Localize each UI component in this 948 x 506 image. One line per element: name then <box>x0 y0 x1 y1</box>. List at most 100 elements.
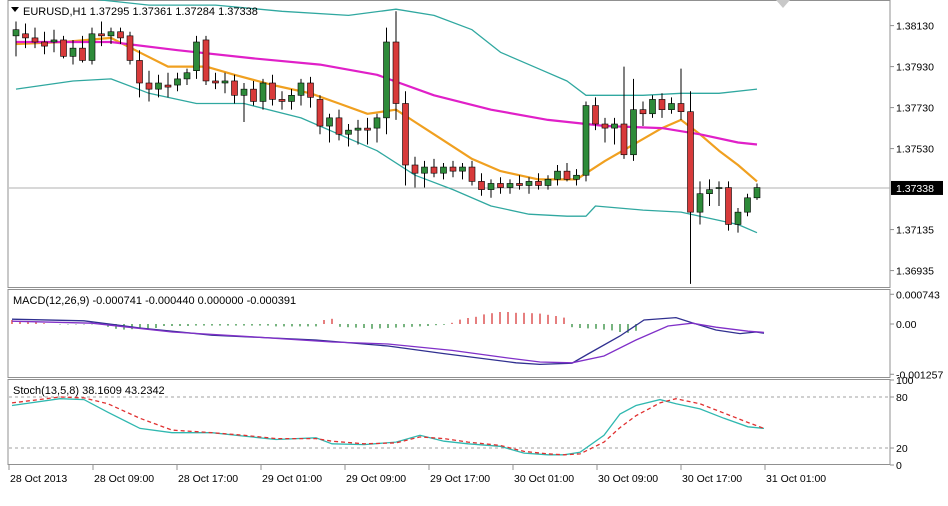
bull-candle-body <box>259 82 267 102</box>
bull-candle-body <box>326 117 333 127</box>
stoch-panel[interactable] <box>9 396 890 456</box>
bull-candle-body <box>50 39 58 43</box>
candle <box>60 35 67 59</box>
candle <box>88 27 96 65</box>
candle <box>240 83 248 122</box>
bull-candle-body <box>744 197 751 213</box>
candle <box>183 68 191 86</box>
candle <box>288 89 295 110</box>
candle <box>601 117 609 143</box>
candle <box>506 179 514 194</box>
x-tick-label: 31 Oct 01:00 <box>766 473 826 485</box>
bull-candle-body <box>345 129 352 135</box>
current-price-label: 1.37338 <box>896 183 934 195</box>
bull-candle-body <box>12 29 20 37</box>
bull-candle-body <box>611 123 618 129</box>
candle <box>174 72 181 92</box>
candle <box>620 66 628 159</box>
bull-candle-body <box>459 166 466 172</box>
bull-candle-body <box>221 80 229 84</box>
bull-candle-body <box>174 78 181 86</box>
candle <box>117 27 124 45</box>
bull-candle-body <box>373 117 381 129</box>
candle <box>402 91 409 186</box>
y-tick-label: 1.36935 <box>896 266 934 278</box>
scroll-shift-marker[interactable] <box>776 0 790 8</box>
bear-candle-body <box>307 82 314 98</box>
bull-candle-body <box>715 187 723 189</box>
x-tick-label: 30 Oct 01:00 <box>514 473 574 485</box>
candle <box>335 109 343 141</box>
current-price-badge <box>891 180 943 195</box>
candle <box>459 162 466 180</box>
candle <box>50 29 58 53</box>
candle <box>411 156 419 188</box>
bull-candle-body <box>383 41 390 119</box>
y-tick-label: 1.37730 <box>896 103 934 115</box>
caret-down-icon[interactable] <box>11 7 19 12</box>
candle <box>79 35 86 63</box>
candle <box>478 173 485 196</box>
bear-candle-body <box>497 183 504 188</box>
bear-candle-body <box>639 109 647 115</box>
bull-candle-body <box>183 72 191 80</box>
x-tick-label: 30 Oct 09:00 <box>598 473 658 485</box>
candle <box>592 97 599 131</box>
candle <box>345 124 352 147</box>
candle <box>269 74 276 106</box>
candle <box>231 74 238 104</box>
candle <box>98 21 105 47</box>
bear-candle-body <box>202 39 210 82</box>
x-tick-label: 28 Oct 2013 <box>10 473 67 485</box>
bear-candle-body <box>535 181 542 186</box>
candle <box>212 72 219 90</box>
bear-candle-body <box>136 60 143 84</box>
bull-candle-body <box>544 179 552 186</box>
bear-candle-body <box>335 117 343 135</box>
bear-candle-body <box>687 111 694 213</box>
bear-candle-body <box>41 41 48 47</box>
candle <box>193 35 200 79</box>
y-tick-label: 0.000743 <box>896 289 940 301</box>
macd-panel-title: MACD(12,26,9) -0.000741 -0.000440 0.0000… <box>13 295 296 307</box>
candle <box>126 31 134 65</box>
bear-candle-body <box>145 82 153 90</box>
bull-candle-body <box>582 105 590 176</box>
candle <box>12 21 20 57</box>
candle <box>41 31 48 55</box>
bull-candle-body <box>487 183 495 190</box>
bear-candle-body <box>677 103 685 112</box>
candle <box>392 11 400 120</box>
candle <box>69 39 77 65</box>
bull-candle-body <box>155 82 162 90</box>
x-tick-label: 28 Oct 17:00 <box>178 473 238 485</box>
candle <box>145 70 153 102</box>
x-tick-label: 29 Oct 09:00 <box>346 473 406 485</box>
bull-candle-body <box>668 103 675 110</box>
candle <box>487 179 495 198</box>
bull-candle-body <box>288 95 295 102</box>
symbol-dropdown[interactable] <box>11 7 19 12</box>
bear-candle-body <box>620 123 628 156</box>
candle <box>753 183 761 200</box>
price-panel-frame <box>7 0 891 288</box>
price-panel[interactable] <box>9 0 890 284</box>
bull-candle-body <box>506 183 514 188</box>
bull-candle-body <box>297 82 305 96</box>
candle <box>164 72 172 98</box>
bull-candle-body <box>421 166 428 174</box>
candle <box>354 119 362 145</box>
bull-candle-body <box>525 181 533 186</box>
bear-candle-body <box>364 127 371 131</box>
candle <box>744 193 751 217</box>
y-tick-label: 0 <box>896 460 902 472</box>
y-tick-label: 100 <box>896 375 914 387</box>
candle <box>725 181 732 231</box>
candle <box>278 91 286 110</box>
bear-candle-body <box>430 166 438 174</box>
bull-candle-body <box>88 33 96 61</box>
macd-signal-line <box>11 320 765 364</box>
macd-panel[interactable] <box>11 312 765 366</box>
